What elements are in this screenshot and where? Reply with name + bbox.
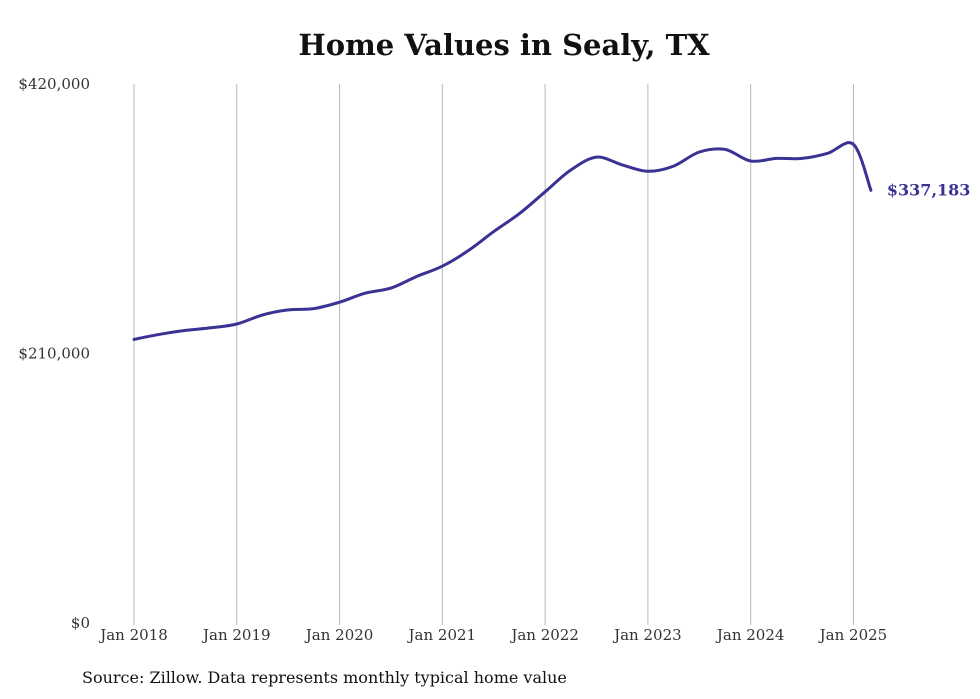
x-tick-label: Jan 2025	[818, 626, 888, 644]
series-line	[132, 141, 873, 341]
x-tick-label: Jan 2021	[407, 626, 477, 644]
x-tick-label: Jan 2023	[612, 626, 682, 644]
y-tick-label: $420,000	[18, 75, 90, 93]
x-tick-label: Jan 2019	[201, 626, 271, 644]
y-tick-label: $210,000	[18, 345, 90, 363]
chart-title: Home Values in Sealy, TX	[298, 28, 710, 62]
end-value-label: $337,183	[887, 180, 971, 199]
x-axis: Jan 2018 Jan 2019 Jan 2020 Jan 2021 Jan 2022…	[98, 626, 887, 644]
x-tick-label: Jan 2022	[509, 626, 579, 644]
grid-lines	[133, 84, 854, 625]
x-tick-label: Jan 2018	[98, 626, 168, 644]
x-tick-label: Jan 2024	[715, 626, 785, 644]
y-tick-label: $0	[71, 614, 90, 632]
x-tick-label: Jan 2020	[304, 626, 374, 644]
y-axis: $0 $210,000 $420,000	[18, 75, 90, 632]
chart-source: Source: Zillow. Data represents monthly …	[82, 668, 567, 687]
series-layer: $337,183	[132, 141, 971, 341]
